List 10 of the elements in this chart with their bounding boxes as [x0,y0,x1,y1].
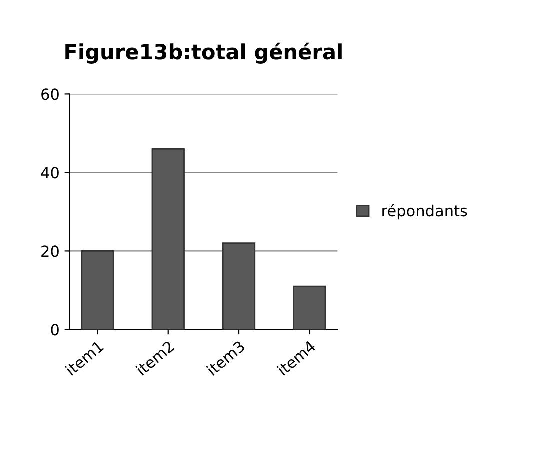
bar [222,242,256,330]
bar [81,250,114,330]
chart-title: Figure13b:total général [66,42,342,64]
y-tick-label: 40 [41,167,59,179]
legend-label: répondants [382,204,468,220]
y-tick-label: 60 [42,88,59,100]
y-tick-label: 0 [51,324,59,336]
bar [293,286,326,330]
y-tick-label: 20 [42,246,59,258]
bar [152,148,185,330]
